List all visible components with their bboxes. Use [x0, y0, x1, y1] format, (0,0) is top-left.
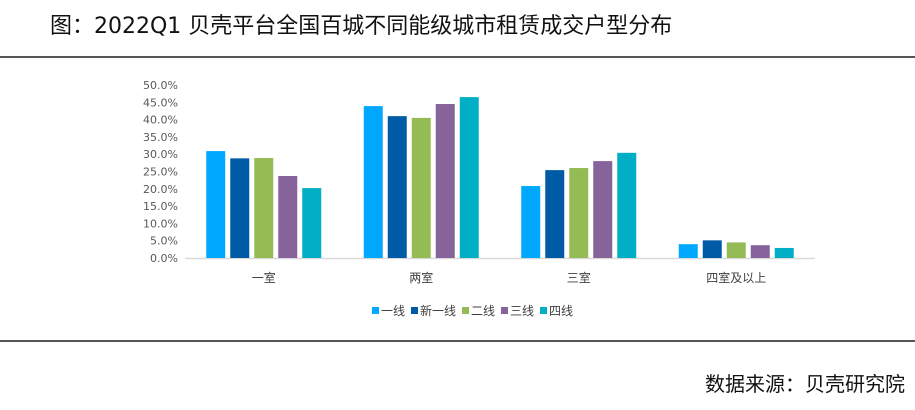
y-tick-label: 35.0%: [143, 131, 178, 144]
bar-新一线: [387, 116, 407, 258]
bar-一线: [206, 151, 226, 258]
source-note: 数据来源：贝壳研究院: [705, 372, 905, 396]
y-tick-label: 40.0%: [143, 114, 178, 127]
bar-四线: [302, 188, 322, 258]
bar-四线: [774, 247, 794, 258]
x-category-label: 一室: [252, 270, 276, 285]
y-tick-label: 45.0%: [143, 96, 178, 109]
x-category-label: 三室: [567, 270, 591, 285]
bar-三线: [750, 245, 770, 258]
legend-label: 一线: [381, 304, 405, 318]
legend-swatch: [411, 307, 418, 314]
bar-二线: [411, 117, 431, 259]
y-tick-label: 25.0%: [143, 166, 178, 179]
bar-一线: [521, 186, 541, 258]
bottom-divider: [0, 340, 915, 342]
bar-一线: [363, 106, 383, 258]
bar-四线: [617, 152, 637, 258]
legend-label: 三线: [510, 304, 534, 318]
y-tick-label: 10.0%: [143, 217, 178, 230]
bar-新一线: [230, 158, 250, 258]
x-category-label: 四室及以上: [706, 270, 766, 285]
bar-二线: [569, 168, 589, 258]
bar-二线: [726, 242, 746, 258]
bar-新一线: [545, 170, 565, 258]
x-category-label: 两室: [409, 270, 433, 285]
bar-三线: [593, 161, 613, 258]
legend-label: 四线: [549, 304, 573, 318]
y-tick-label: 5.0%: [150, 235, 178, 248]
y-tick-label: 0.0%: [150, 252, 178, 265]
legend-label: 二线: [471, 304, 495, 318]
page-title: 图：2022Q1 贝壳平台全国百城不同能级城市租赁成交户型分布: [50, 14, 673, 39]
bar-二线: [254, 158, 274, 258]
y-tick-label: 20.0%: [143, 183, 178, 196]
legend-swatch: [501, 307, 508, 314]
legend-swatch: [540, 307, 547, 314]
legend-swatch: [372, 307, 379, 314]
y-tick-label: 50.0%: [143, 79, 178, 92]
legend-label: 新一线: [420, 303, 456, 318]
bar-一线: [678, 244, 698, 258]
legend-swatch: [462, 307, 469, 314]
bar-三线: [278, 175, 298, 258]
y-tick-label: 15.0%: [143, 200, 178, 213]
bar-新一线: [702, 240, 722, 258]
bar-四线: [459, 97, 479, 258]
top-divider: [0, 56, 915, 58]
bar-三线: [435, 104, 455, 258]
y-tick-label: 30.0%: [143, 148, 178, 161]
